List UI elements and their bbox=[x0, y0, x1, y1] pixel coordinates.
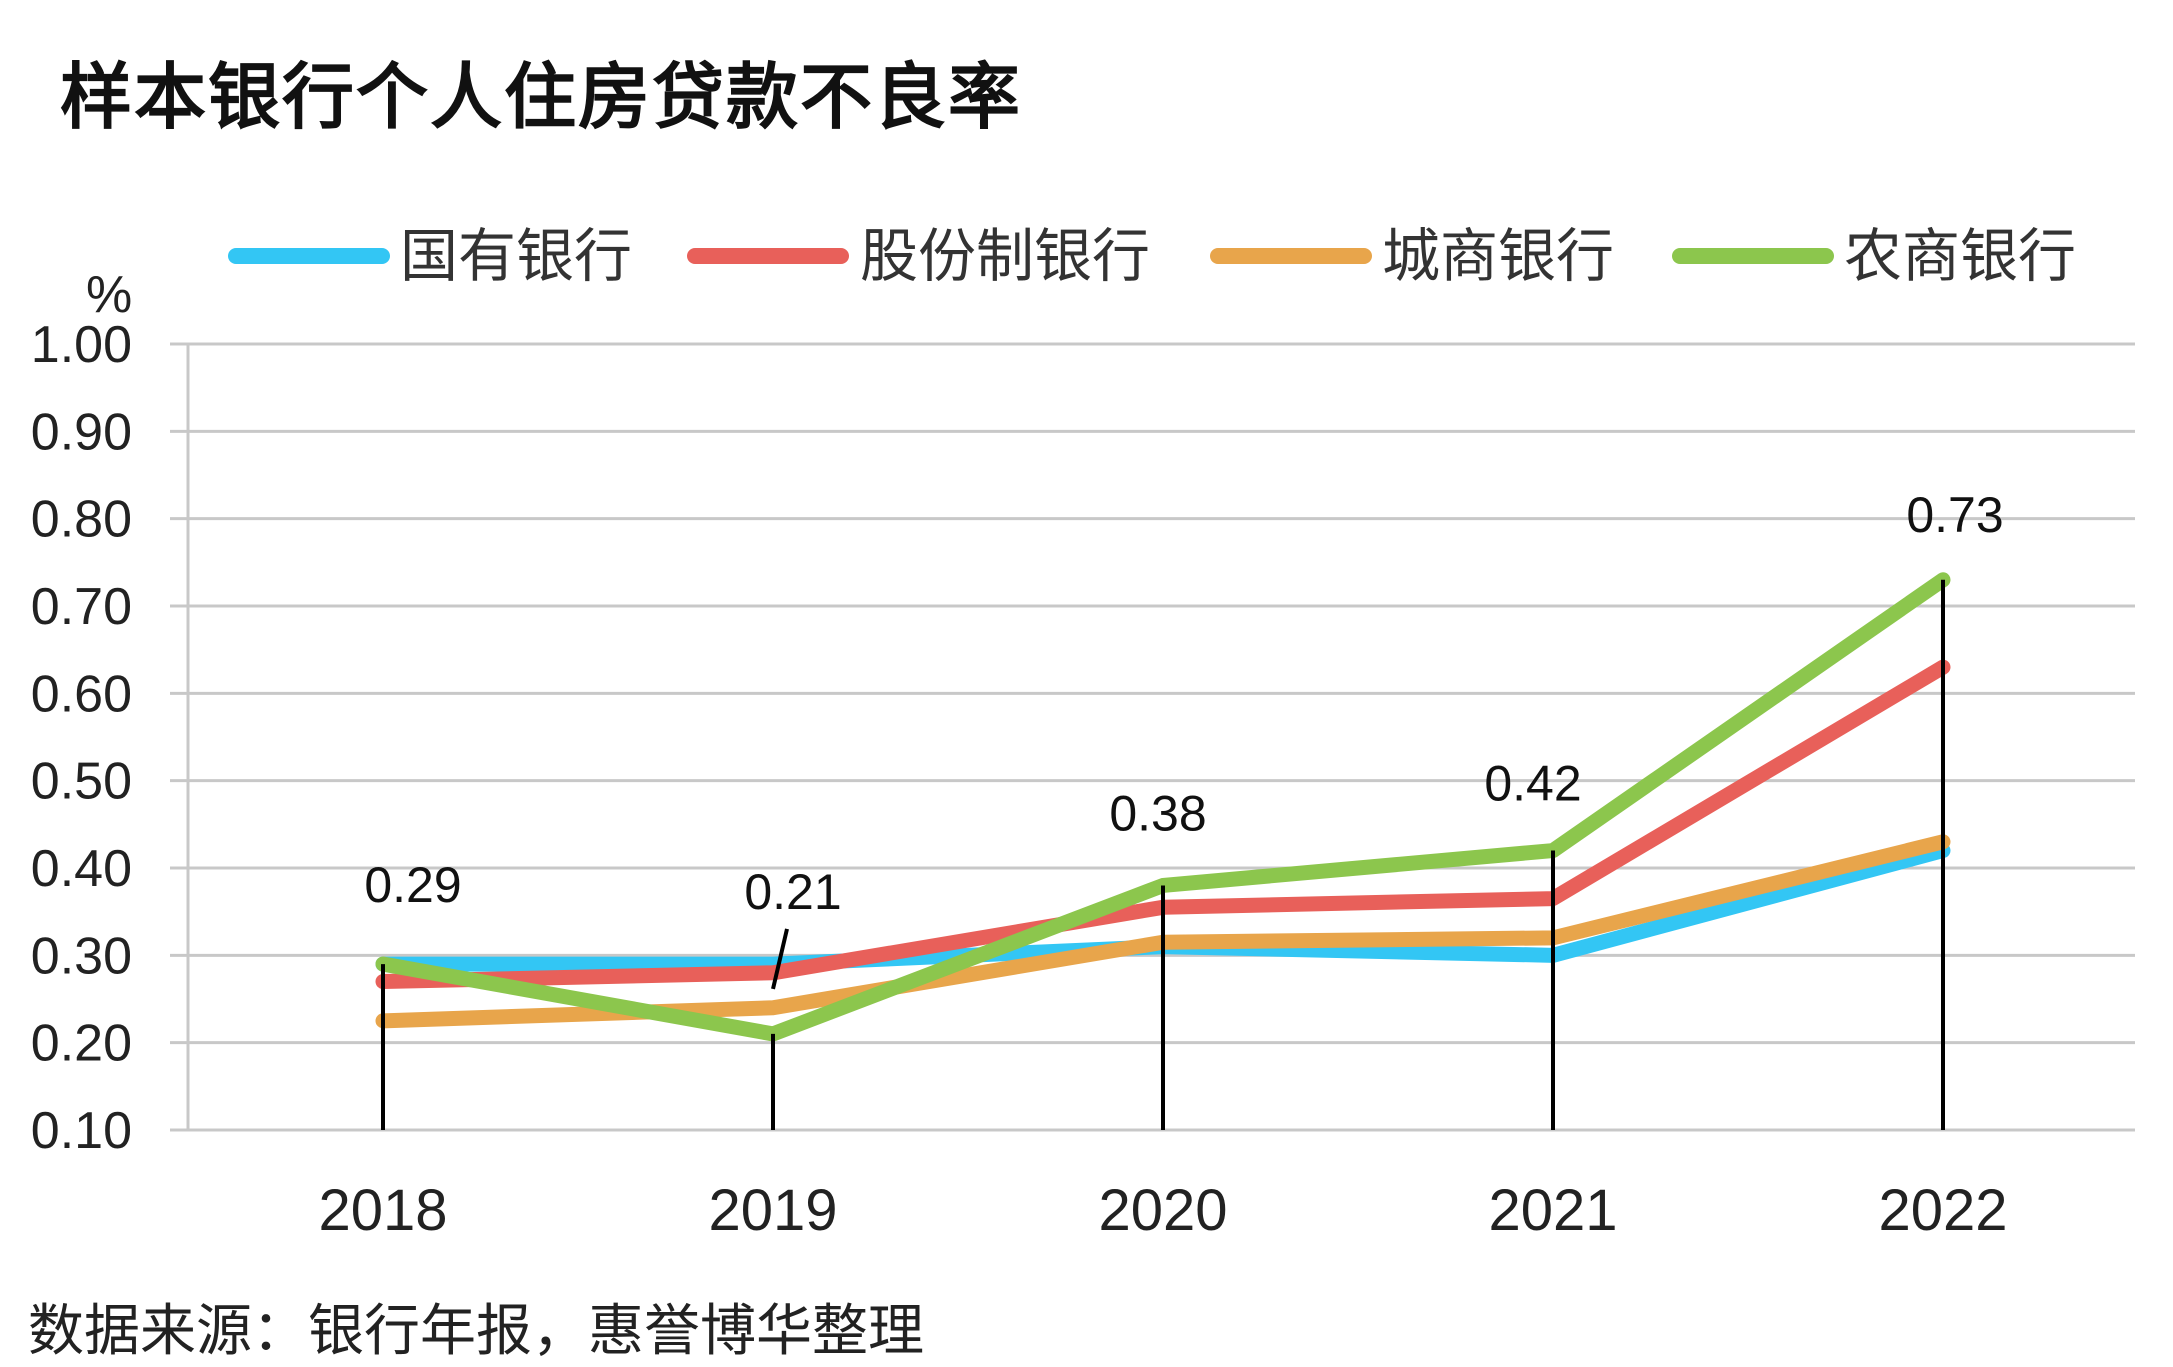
label-leader-line bbox=[771, 928, 789, 990]
x-axis: 2018 2019 2020 2021 2022 bbox=[318, 1178, 2007, 1243]
x-tick-label: 2021 bbox=[1488, 1178, 1617, 1243]
y-tick-label: 0.70 bbox=[31, 578, 132, 636]
legend-label: 国有银行 bbox=[400, 222, 632, 290]
y-axis: 1.00 0.90 0.80 0.70 0.60 0.50 0.40 0.30 0.20 0.10 bbox=[31, 316, 190, 1160]
x-tick-label: 2022 bbox=[1878, 1178, 2007, 1243]
legend-item: 国有银行 bbox=[228, 222, 632, 290]
y-tick-label: 0.50 bbox=[31, 753, 132, 811]
data-label: 0.29 bbox=[364, 857, 461, 913]
y-tick-label: 0.30 bbox=[31, 927, 132, 985]
y-unit-label: % bbox=[86, 266, 132, 324]
data-label: 0.73 bbox=[1906, 487, 2003, 543]
legend-item: 城商银行 bbox=[1210, 222, 1614, 290]
y-tick-label: 1.00 bbox=[31, 316, 132, 374]
chart-title: 样本银行个人住房贷款不良率 bbox=[60, 54, 1023, 139]
data-label: 0.42 bbox=[1484, 756, 1581, 812]
legend-item: 股份制银行 bbox=[687, 222, 1150, 290]
y-tick-label: 0.10 bbox=[31, 1102, 132, 1160]
drop-lines bbox=[381, 579, 1945, 1130]
y-tick-label: 0.60 bbox=[31, 665, 132, 723]
data-label: 0.21 bbox=[744, 864, 841, 920]
x-tick-label: 2019 bbox=[708, 1178, 837, 1243]
source-note: 数据来源：银行年报，惠誉博华整理 bbox=[28, 1299, 924, 1364]
y-tick-label: 0.80 bbox=[31, 491, 132, 549]
y-tick-label: 0.90 bbox=[31, 403, 132, 461]
y-tick-label: 0.40 bbox=[31, 840, 132, 898]
legend: 国有银行 股份制银行 城商银行 农商银行 bbox=[228, 222, 2076, 290]
legend-item: 农商银行 bbox=[1672, 222, 2076, 290]
data-labels: 0.29 0.21 0.38 0.42 0.73 bbox=[364, 487, 2003, 920]
data-label: 0.38 bbox=[1109, 785, 1206, 841]
x-tick-label: 2020 bbox=[1098, 1178, 1227, 1243]
x-tick-label: 2018 bbox=[318, 1178, 447, 1243]
y-tick-label: 0.20 bbox=[31, 1015, 132, 1073]
legend-label: 城商银行 bbox=[1382, 222, 1614, 290]
legend-label: 农商银行 bbox=[1844, 222, 2076, 290]
legend-label: 股份制银行 bbox=[860, 222, 1150, 290]
